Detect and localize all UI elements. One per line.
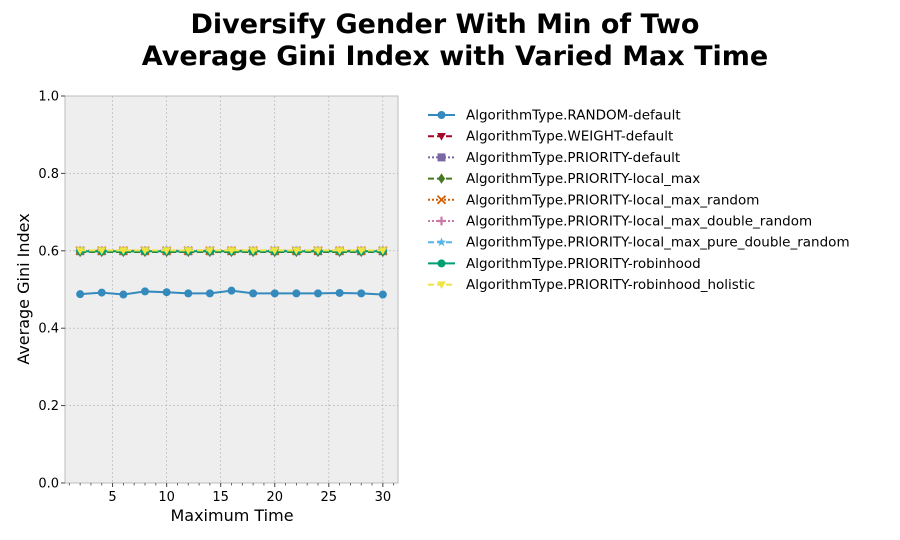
legend-item: AlgorithmType.WEIGHT-default [428, 129, 673, 145]
data-point [205, 289, 214, 298]
x-tick-label: 5 [108, 490, 116, 505]
y-tick-label: 0.2 [38, 399, 59, 414]
chart-title-line-2: Average Gini Index with Varied Max Time [142, 41, 768, 72]
y-tick-label: 0.6 [38, 244, 59, 259]
legend-marker [437, 216, 446, 226]
x-axis-label: Maximum Time [170, 506, 293, 525]
data-point [141, 287, 150, 296]
legend-item: AlgorithmType.PRIORITY-robinhood [428, 256, 701, 272]
data-point [183, 247, 193, 255]
legend-item: AlgorithmType.PRIORITY-robinhood_holisti… [428, 277, 755, 293]
data-point [97, 288, 106, 297]
data-point [356, 247, 366, 255]
data-point [184, 289, 193, 298]
data-point [335, 288, 344, 297]
data-point [76, 290, 85, 299]
x-tick-label: 30 [375, 490, 392, 505]
data-point [270, 289, 279, 298]
legend-marker [437, 153, 446, 162]
chart-title-line-1: Diversify Gender With Min of Two [191, 9, 700, 40]
y-tick-label: 0.8 [38, 167, 59, 182]
legend-item: AlgorithmType.PRIORITY-local_max_pure_do… [428, 235, 850, 251]
data-point [335, 247, 345, 255]
data-point [205, 247, 215, 255]
x-tick-label: 15 [212, 490, 229, 505]
data-point [119, 290, 128, 299]
data-point [140, 247, 150, 255]
x-tick-label: 20 [266, 490, 283, 505]
legend-item: AlgorithmType.PRIORITY-local_max [428, 171, 700, 187]
legend-marker [437, 259, 446, 268]
x-tick-label: 10 [158, 490, 175, 505]
legend-label: AlgorithmType.PRIORITY-local_max_random [466, 192, 759, 208]
legend-label: AlgorithmType.RANDOM-default [466, 108, 681, 124]
legend-marker [437, 173, 446, 184]
data-point [118, 247, 128, 255]
x-tick-label: 25 [321, 490, 338, 505]
data-point [162, 288, 171, 297]
legend-label: AlgorithmType.PRIORITY-default [466, 150, 680, 166]
legend-label: AlgorithmType.PRIORITY-robinhood_holisti… [466, 277, 755, 293]
data-point [227, 247, 236, 255]
legend-label: AlgorithmType.PRIORITY-local_max [466, 171, 700, 187]
series [76, 286, 387, 299]
data-point [227, 286, 236, 295]
legend-marker [437, 133, 446, 141]
legend-marker [436, 195, 447, 205]
legend-label: AlgorithmType.PRIORITY-local_max_double_… [466, 214, 812, 230]
data-point [248, 247, 258, 255]
data-point [378, 247, 388, 255]
data-point [357, 289, 366, 298]
data-point [97, 247, 107, 255]
legend-label: AlgorithmType.PRIORITY-local_max_pure_do… [466, 235, 850, 251]
data-point [249, 289, 258, 298]
data-point [313, 289, 322, 298]
legend-label: AlgorithmType.PRIORITY-robinhood [466, 256, 701, 272]
y-tick-label: 1.0 [38, 90, 59, 105]
y-tick-label: 0.4 [38, 322, 59, 337]
axes: 0.0 0.2 0.4 0.6 0.8 1.0 5 10 15 20 25 30 [38, 90, 395, 505]
legend-item: AlgorithmType.PRIORITY-default [428, 150, 680, 166]
data-point [270, 247, 280, 255]
data-point [292, 289, 301, 298]
legend-marker [436, 237, 447, 247]
legend-marker [437, 111, 446, 119]
legend-item: AlgorithmType.PRIORITY-local_max_random [428, 192, 759, 208]
y-axis-label: Average Gini Index [14, 213, 33, 364]
y-tick-label: 0.0 [38, 477, 59, 492]
legend-label: AlgorithmType.WEIGHT-default [466, 129, 673, 145]
data-point [291, 247, 301, 255]
data-point [313, 247, 323, 255]
series [75, 247, 388, 255]
data-point [75, 247, 85, 255]
data-point [378, 290, 387, 299]
legend: AlgorithmType.RANDOM-default AlgorithmTyp… [428, 108, 850, 293]
legend-marker [437, 281, 446, 289]
series-layer [75, 246, 388, 299]
data-point [162, 247, 172, 255]
legend-item: AlgorithmType.RANDOM-default [428, 108, 681, 124]
legend-item: AlgorithmType.PRIORITY-local_max_double_… [428, 214, 812, 230]
